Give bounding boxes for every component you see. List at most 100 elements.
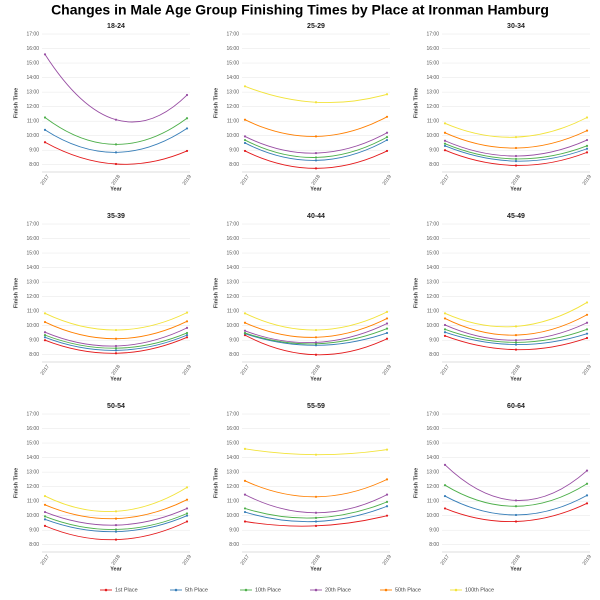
point bbox=[385, 493, 389, 496]
y-tick-label: 17:00 bbox=[226, 31, 239, 37]
point bbox=[243, 479, 247, 482]
legend-label: 100th Place bbox=[465, 587, 494, 593]
point bbox=[314, 453, 318, 456]
point bbox=[514, 513, 518, 517]
y-tick-label: 11:00 bbox=[27, 118, 39, 124]
y-tick-label: 13:00 bbox=[226, 89, 239, 95]
panel: 18-24 8:00 9:00 10:00 11:00 12:00 13:00 14:00 15… bbox=[13, 23, 193, 193]
y-tick-label: 16:00 bbox=[226, 426, 239, 432]
y-tick-label: 8:00 bbox=[29, 162, 39, 168]
point bbox=[185, 149, 189, 153]
panel: 45-49 8:00 9:00 10:00 11:00 12:00 13:00 14:00 15… bbox=[413, 213, 593, 383]
point bbox=[243, 135, 247, 138]
point bbox=[385, 331, 389, 335]
point bbox=[43, 503, 47, 506]
x-tick-label: 2019 bbox=[382, 174, 393, 187]
point bbox=[314, 511, 318, 514]
y-tick-label: 16:00 bbox=[226, 46, 239, 52]
point bbox=[585, 332, 589, 335]
point bbox=[43, 116, 47, 119]
point bbox=[314, 167, 318, 170]
y-tick-label: 12:00 bbox=[26, 104, 39, 110]
x-tick-label: 2018 bbox=[111, 554, 122, 567]
series-line: 100th Place bbox=[44, 486, 188, 513]
point bbox=[585, 129, 589, 132]
point bbox=[314, 159, 318, 162]
panel: 30-34 8:00 9:00 10:00 11:00 12:00 13:00 14:00 15… bbox=[413, 23, 593, 193]
legend-marker bbox=[244, 588, 248, 592]
point bbox=[114, 162, 118, 166]
y-tick-label: 11:00 bbox=[27, 498, 39, 504]
legend-marker bbox=[314, 588, 318, 592]
point bbox=[314, 353, 318, 356]
y-tick-label: 14:00 bbox=[426, 75, 439, 81]
point bbox=[514, 505, 518, 508]
y-axis-label: Finish Time bbox=[413, 88, 419, 118]
x-tick-label: 2017 bbox=[440, 364, 451, 377]
point bbox=[43, 494, 47, 498]
y-tick-label: 14:00 bbox=[226, 455, 239, 461]
point bbox=[243, 507, 247, 510]
y-tick-label: 16:00 bbox=[26, 426, 39, 432]
y-tick-label: 11:00 bbox=[27, 308, 39, 314]
point bbox=[43, 510, 47, 514]
y-tick-label: 16:00 bbox=[26, 236, 39, 242]
y-tick-label: 13:00 bbox=[426, 89, 439, 95]
point bbox=[314, 101, 318, 104]
point bbox=[43, 128, 47, 131]
x-tick-label: 2017 bbox=[240, 554, 251, 567]
x-tick-label: 2017 bbox=[240, 364, 251, 377]
point bbox=[514, 146, 518, 150]
y-tick-label: 12:00 bbox=[226, 484, 239, 490]
point bbox=[314, 520, 318, 523]
y-tick-label: 16:00 bbox=[226, 236, 239, 242]
y-tick-label: 15:00 bbox=[26, 60, 39, 66]
y-tick-label: 15:00 bbox=[426, 250, 439, 256]
x-axis-label: Year bbox=[310, 566, 322, 572]
legend-label: 1st Place bbox=[115, 587, 138, 593]
point bbox=[243, 85, 247, 88]
point bbox=[443, 331, 447, 334]
legend-marker bbox=[384, 588, 388, 592]
point bbox=[114, 538, 118, 541]
y-tick-label: 14:00 bbox=[226, 75, 239, 81]
x-axis-label: Year bbox=[110, 566, 122, 572]
x-tick-label: 2017 bbox=[40, 554, 51, 567]
point bbox=[43, 515, 47, 518]
point bbox=[385, 131, 389, 134]
series-line: 100th Place bbox=[244, 85, 388, 104]
x-tick-label: 2018 bbox=[511, 364, 522, 377]
y-tick-label: 17:00 bbox=[426, 31, 439, 37]
legend-label: 10th Place bbox=[255, 587, 281, 593]
point bbox=[385, 514, 389, 517]
point bbox=[385, 448, 389, 451]
series-line: 10th Place bbox=[444, 483, 588, 507]
point bbox=[185, 320, 189, 323]
point bbox=[385, 327, 389, 330]
y-tick-label: 10:00 bbox=[26, 513, 39, 519]
point bbox=[385, 505, 389, 508]
legend-label: 50th Place bbox=[395, 587, 421, 593]
y-tick-label: 9:00 bbox=[29, 148, 39, 154]
legend-label: 20th Place bbox=[325, 587, 351, 593]
point bbox=[314, 516, 318, 519]
y-tick-label: 17:00 bbox=[426, 221, 439, 227]
legend-marker bbox=[174, 588, 178, 592]
point bbox=[114, 530, 118, 533]
point bbox=[43, 334, 47, 337]
y-tick-label: 12:00 bbox=[226, 294, 239, 300]
y-tick-label: 8:00 bbox=[429, 162, 439, 168]
point bbox=[243, 493, 247, 496]
point bbox=[185, 507, 189, 510]
point bbox=[243, 520, 247, 523]
point bbox=[385, 500, 389, 503]
point bbox=[514, 136, 518, 139]
point bbox=[585, 336, 589, 340]
y-tick-label: 9:00 bbox=[429, 338, 439, 344]
y-tick-label: 15:00 bbox=[226, 250, 239, 256]
panel-title: 45-49 bbox=[507, 213, 525, 220]
point bbox=[443, 463, 447, 466]
y-tick-label: 11:00 bbox=[427, 498, 439, 504]
point bbox=[314, 341, 318, 344]
legend-label: 5th Place bbox=[185, 587, 208, 593]
